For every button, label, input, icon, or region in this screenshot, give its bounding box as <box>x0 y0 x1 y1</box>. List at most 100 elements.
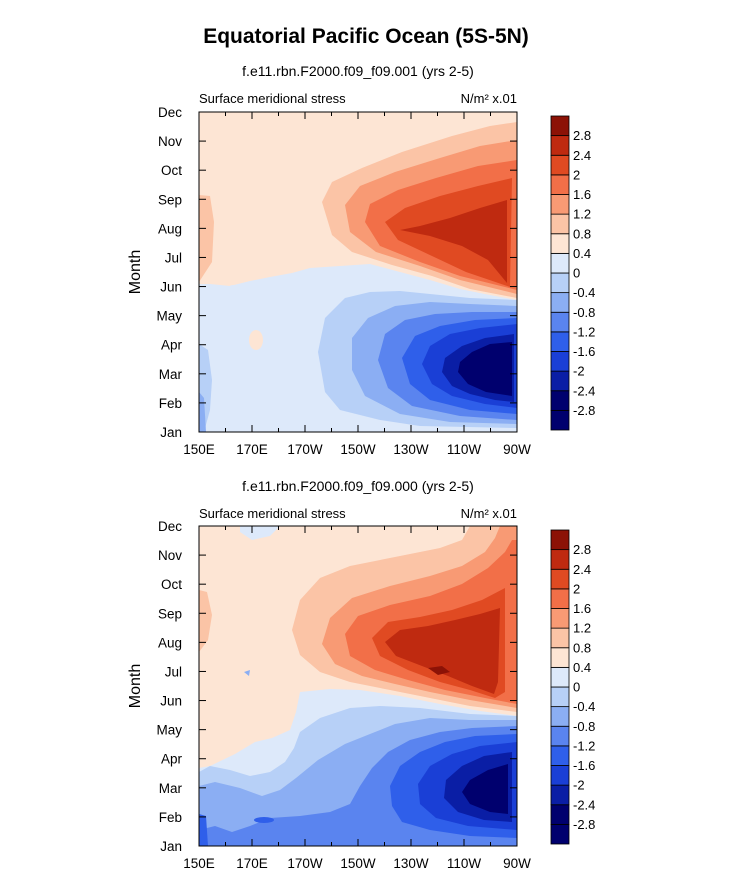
x-tick-label: 110W <box>447 856 482 871</box>
colorbar-box <box>550 745 570 766</box>
colorbar-label: 2.8 <box>573 542 591 557</box>
contour-fill <box>462 764 508 814</box>
y-tick-label: May <box>156 723 182 738</box>
colorbar-label: -2.8 <box>573 817 595 832</box>
x-tick-label: 130W <box>393 442 429 457</box>
panel-1-contours <box>199 112 517 432</box>
x-tick-label: 90W <box>503 442 531 457</box>
panel-2-subtitle: f.e11.rbn.F2000.f09_f09.000 (yrs 2-5) <box>242 478 474 494</box>
panel-1-y-tick-labels: Jan Feb Mar Apr May Jun Jul Aug Sep Oct Nov Dec <box>156 105 182 440</box>
panel-2: f.e11.rbn.F2000.f09_f09.000 (yrs 2-5) Su… <box>127 478 595 871</box>
contour-fill <box>240 526 280 540</box>
panel-2-units-label: N/m² x.01 <box>461 506 517 521</box>
y-tick-label: Dec <box>158 105 182 120</box>
contour-fill <box>400 200 507 283</box>
y-tick-label: Mar <box>159 781 183 796</box>
colorbar-box <box>550 666 570 688</box>
panel-1-colorbar: 2.8 2.4 2 1.6 1.2 0.8 0.4 0 -0.4 -0.8 -1.2 -1.6 -2 -2… <box>550 115 595 431</box>
colorbar-box <box>550 409 570 431</box>
contour-fill <box>254 817 274 823</box>
colorbar-box <box>550 331 570 352</box>
contour-fill <box>458 342 512 396</box>
contour-fill <box>249 330 263 350</box>
colorbar-label: 2.4 <box>573 148 591 163</box>
colorbar-label: -0.4 <box>573 699 595 714</box>
colorbar-box <box>550 725 570 747</box>
colorbar-label: -1.2 <box>573 738 595 753</box>
contour-fill <box>199 814 208 846</box>
colorbar-box <box>550 390 570 411</box>
contour-fill <box>199 195 214 282</box>
colorbar-label: 2 <box>573 167 580 182</box>
y-tick-label: Sep <box>158 192 182 207</box>
colorbar-label: 1.2 <box>573 207 591 222</box>
colorbar-label: 2.4 <box>573 562 591 577</box>
colorbar-box <box>550 154 570 176</box>
y-tick-label: Nov <box>158 134 182 149</box>
colorbar-box <box>550 608 570 629</box>
x-tick-label: 130W <box>393 856 429 871</box>
y-tick-label: Feb <box>159 396 182 411</box>
panel-1-ticks <box>198 111 518 433</box>
x-tick-label: 170W <box>287 856 323 871</box>
colorbar-label: 2 <box>573 581 580 596</box>
x-tick-label: 90W <box>503 856 531 871</box>
colorbar-label: 0.4 <box>573 246 591 261</box>
colorbar-box <box>550 549 570 570</box>
main-title: Equatorial Pacific Ocean (5S-5N) <box>203 25 529 48</box>
y-tick-label: Apr <box>161 338 183 353</box>
panel-2-variable-label: Surface meridional stress <box>199 506 346 521</box>
colorbar-box <box>550 568 570 590</box>
colorbar-box <box>550 765 570 786</box>
x-tick-label: 150W <box>340 856 376 871</box>
contour-fill <box>227 285 239 295</box>
colorbar-box <box>550 823 570 845</box>
colorbar-label: -0.8 <box>573 719 595 734</box>
panel-1-variable-label: Surface meridional stress <box>199 91 346 106</box>
x-tick-label: 150E <box>183 442 215 457</box>
colorbar-box <box>550 627 570 649</box>
colorbar-box <box>550 292 570 313</box>
colorbar-box <box>550 311 570 333</box>
colorbar-box <box>550 252 570 274</box>
colorbar-box <box>550 588 570 609</box>
colorbar-box <box>550 213 570 235</box>
contour-fill <box>199 590 212 652</box>
x-tick-label: 170E <box>236 856 268 871</box>
y-tick-label: Jan <box>160 839 182 854</box>
colorbar-label: -2.4 <box>573 383 595 398</box>
colorbar-box <box>550 647 570 668</box>
y-tick-label: Oct <box>161 577 182 592</box>
panel-1: f.e11.rbn.F2000.f09_f09.001 (yrs 2-5) Su… <box>127 63 595 457</box>
colorbar-label: 1.6 <box>573 601 591 616</box>
x-tick-label: 150W <box>340 442 376 457</box>
colorbar-label: 1.2 <box>573 621 591 636</box>
colorbar-label: 0.8 <box>573 226 591 241</box>
contour-fill <box>235 728 245 736</box>
colorbar-box <box>550 233 570 254</box>
y-tick-label: Dec <box>158 519 182 534</box>
y-tick-label: Jan <box>160 425 182 440</box>
panel-1-subtitle: f.e11.rbn.F2000.f09_f09.001 (yrs 2-5) <box>242 63 474 79</box>
colorbar-box <box>550 194 570 215</box>
colorbar-box <box>550 686 570 708</box>
y-tick-label: Jun <box>160 694 182 709</box>
colorbar-label: -2 <box>573 778 585 793</box>
panel-2-y-axis-title: Month <box>127 664 144 708</box>
colorbar-box <box>550 529 570 551</box>
contour-fill <box>385 608 500 694</box>
colorbar-label: 2.8 <box>573 128 591 143</box>
panel-2-x-tick-labels: 150E 170E 170W 150W 130W 110W 90W <box>183 856 531 871</box>
panel-2-plot: Jan Feb Mar Apr May Jun Jul Aug Sep Oct Nov Dec 150… <box>127 519 531 871</box>
y-tick-label: May <box>156 309 182 324</box>
colorbar-label: 0.8 <box>573 640 591 655</box>
colorbar-box <box>550 115 570 137</box>
x-tick-label: 170E <box>236 442 268 457</box>
panel-2-contours <box>199 526 517 846</box>
panel-1-units-label: N/m² x.01 <box>461 91 517 106</box>
x-tick-label: 110W <box>447 442 482 457</box>
colorbar-label: -2.4 <box>573 797 595 812</box>
contour-fill <box>244 670 250 676</box>
colorbar-label: 0 <box>573 680 580 695</box>
